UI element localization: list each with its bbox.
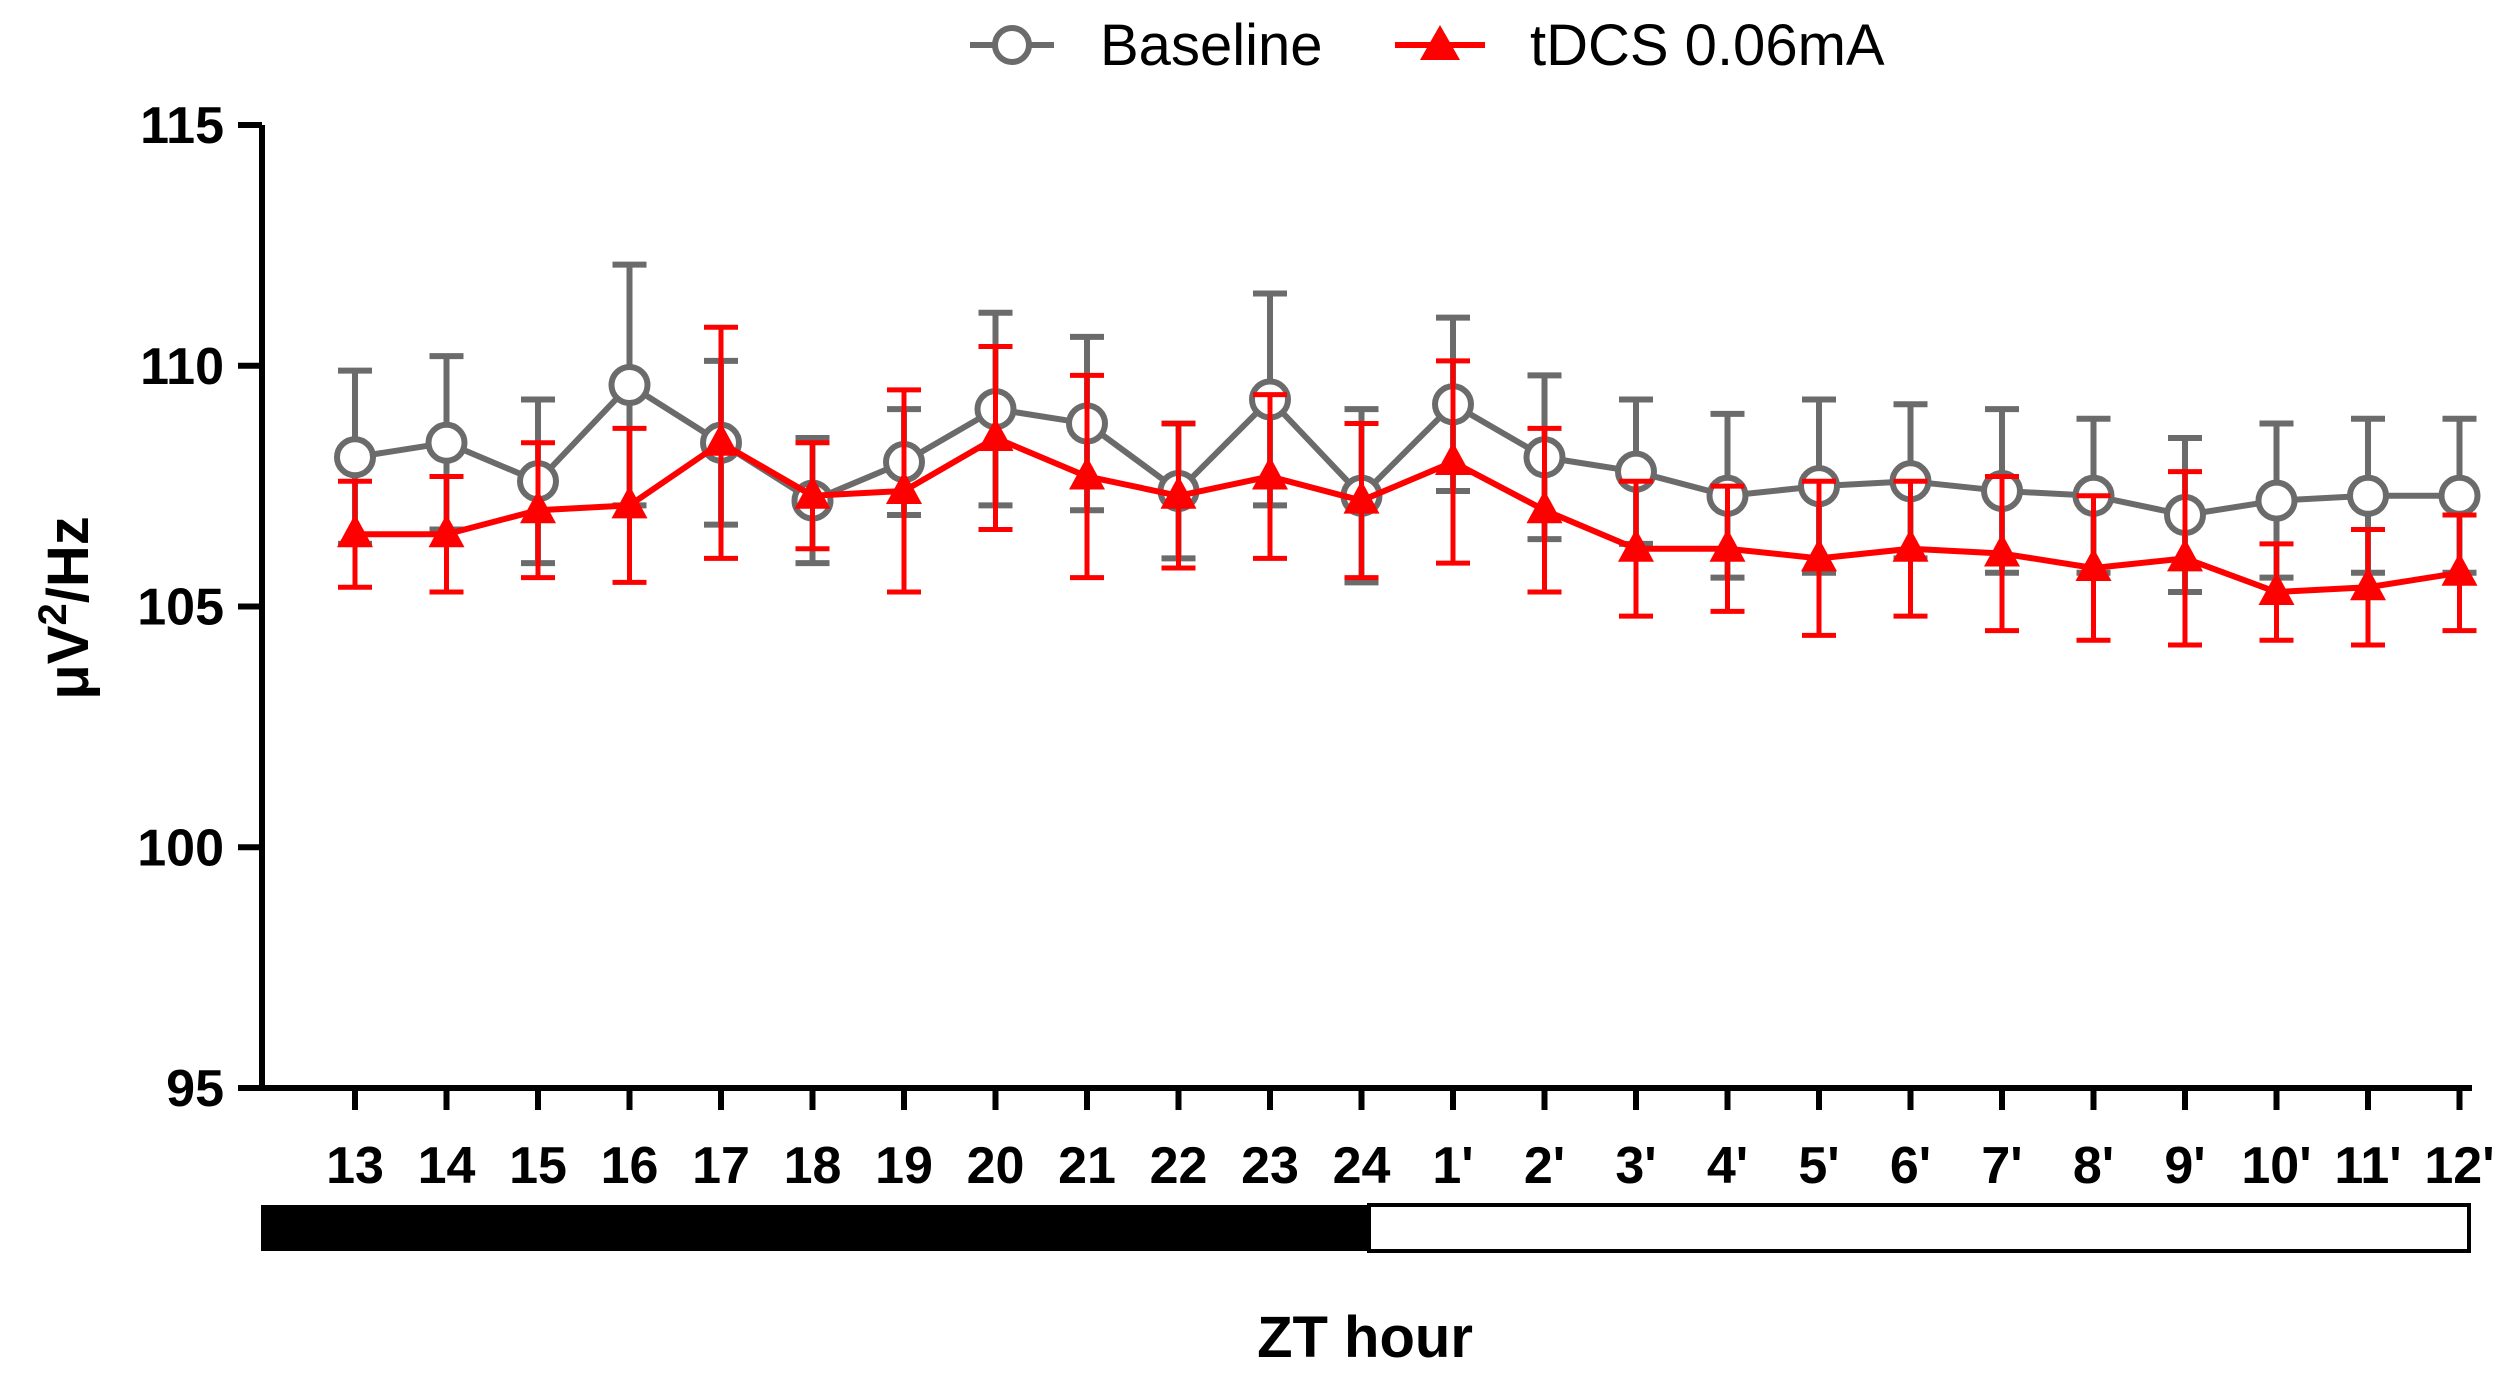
data-point <box>2258 572 2295 606</box>
data-point <box>1618 528 1654 562</box>
y-tick-label: 115 <box>140 97 224 155</box>
x-tick-label: 11' <box>2334 1137 2401 1195</box>
data-point <box>2347 474 2389 517</box>
legend-label-baseline: Baseline <box>1100 13 1322 78</box>
data-point <box>428 514 465 548</box>
x-tick-label: 4' <box>1707 1137 1748 1195</box>
data-point <box>2255 479 2298 522</box>
data-point <box>611 485 648 519</box>
x-tick-label: 19 <box>875 1137 933 1195</box>
x-tick-label: 23 <box>1241 1137 1299 1195</box>
data-point <box>520 490 556 524</box>
x-tick-label: 6' <box>1890 1137 1931 1195</box>
x-tick-label: 18 <box>784 1137 842 1195</box>
series-line <box>354 382 2460 519</box>
data-point <box>794 475 831 509</box>
plot-area <box>334 261 2481 648</box>
y-tick-label: 95 <box>166 1060 224 1118</box>
series-baseline <box>334 261 2481 596</box>
data-point <box>1435 442 1471 476</box>
y-axis-title-sup: 2 <box>31 603 75 625</box>
x-tick-label: 14 <box>418 1137 476 1195</box>
data-point <box>1252 456 1288 490</box>
x-tick-label: 12' <box>2424 1137 2494 1195</box>
x-tick-label: 2' <box>1524 1137 1565 1195</box>
x-tick-label: 8' <box>2073 1137 2114 1195</box>
data-point <box>1709 528 1746 562</box>
x-tick-label: 7' <box>1981 1137 2022 1195</box>
y-tick-label: 110 <box>140 338 224 396</box>
y-axis-title-base: μV <box>36 625 101 699</box>
data-point <box>886 470 922 504</box>
x-tick-label: 17 <box>692 1137 750 1195</box>
legend-tdcs-marker <box>1420 25 1460 60</box>
data-point <box>2441 552 2478 586</box>
data-point <box>2438 474 2481 517</box>
data-point <box>1343 480 1380 514</box>
x-tick-label: 21 <box>1058 1137 1116 1195</box>
x-tick-label: 9' <box>2164 1137 2205 1195</box>
x-tick-label: 10' <box>2241 1137 2311 1195</box>
data-point <box>703 422 739 456</box>
data-point <box>1892 528 1929 562</box>
legend: Baseline tDCS 0.06mA <box>970 13 1885 78</box>
legend-label-tdcs: tDCS 0.06mA <box>1530 13 1885 78</box>
x-tick-label: 22 <box>1150 1137 1208 1195</box>
x-axis-title: ZT hour <box>1257 1305 1473 1370</box>
y-tick-label: 100 <box>137 819 224 877</box>
y-axis-title-rest: /Hz <box>36 516 101 603</box>
data-point <box>608 364 651 407</box>
light-dark-bar <box>261 1203 2471 1253</box>
data-point <box>1526 490 1563 524</box>
data-point <box>1160 475 1197 509</box>
series-line <box>355 434 2460 596</box>
x-tick-label: 1' <box>1432 1137 1473 1195</box>
data-point <box>1069 456 1105 490</box>
light-phase-bar <box>1367 1203 2471 1253</box>
x-tick-label: 3' <box>1615 1137 1656 1195</box>
x-tick-label: 15 <box>509 1137 567 1195</box>
legend-baseline-marker <box>992 25 1032 65</box>
x-tick-label: 20 <box>967 1137 1025 1195</box>
data-point <box>2167 538 2203 572</box>
x-ticks: 13 14 15 16 17 18 19 20 21 22 23 24 1' 2' 3' 4' 5' 6' 7' 8'… <box>326 1088 2495 1195</box>
y-axis-title: μV2/Hz <box>31 516 101 699</box>
x-tick-label: 16 <box>601 1137 659 1195</box>
dark-phase-bar <box>261 1205 1369 1251</box>
data-point <box>337 514 373 548</box>
data-point <box>334 436 376 479</box>
data-point <box>977 417 1014 451</box>
data-point <box>1801 538 1837 572</box>
series-tdcs <box>337 324 2478 648</box>
data-point <box>2075 547 2112 581</box>
x-tick-label: 13 <box>326 1137 384 1195</box>
y-tick-label: 105 <box>137 579 224 637</box>
data-point <box>1984 533 2020 567</box>
y-ticks: 95 100 105 110 115 <box>137 97 262 1118</box>
data-point <box>2350 567 2386 601</box>
x-tick-label: 5' <box>1798 1137 1839 1195</box>
x-tick-label: 24 <box>1333 1137 1391 1195</box>
data-point <box>425 421 468 464</box>
